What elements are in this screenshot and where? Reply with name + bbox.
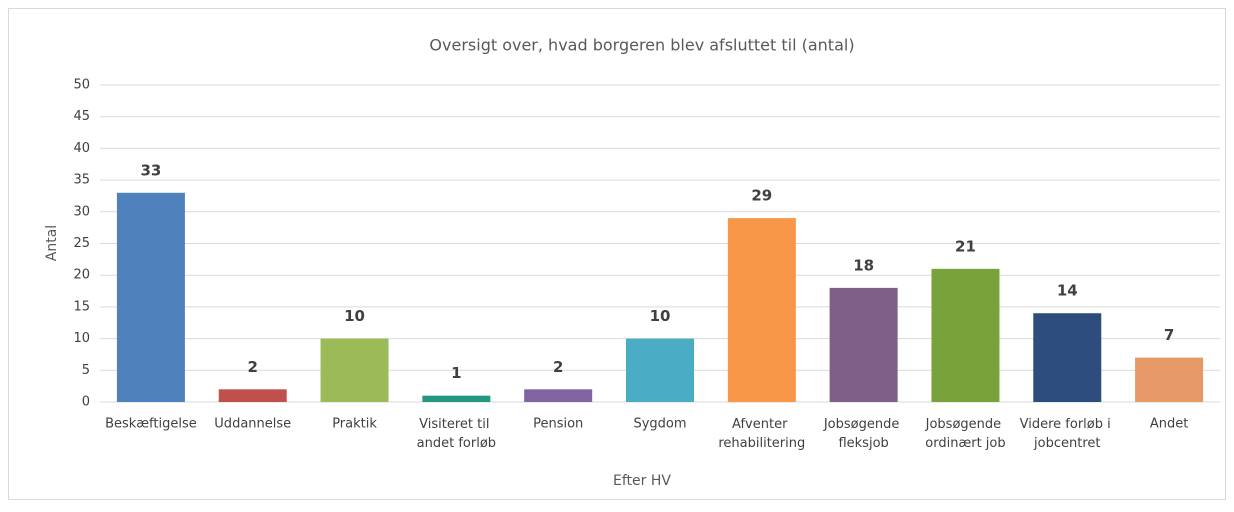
x-tick-label: Uddannelse: [214, 417, 291, 432]
y-tick-label: 0: [82, 395, 90, 410]
data-label: 29: [751, 187, 772, 205]
x-tick-label: Videre forløb i jobcentret: [1020, 417, 1115, 451]
bar: [1135, 357, 1204, 402]
x-axis-title: Efter HV: [613, 473, 671, 489]
bar: [626, 338, 694, 402]
data-label: 21: [955, 237, 976, 255]
y-tick-label: 45: [73, 109, 90, 124]
y-tick-label: 25: [73, 236, 90, 251]
data-label: 10: [650, 307, 671, 325]
data-label: 1: [451, 364, 461, 382]
y-tick-label: 30: [73, 204, 90, 219]
bar: [1033, 313, 1102, 402]
x-tick-label: Visiteret til andet forløb: [417, 417, 496, 451]
y-tick-label: 5: [82, 363, 90, 378]
x-tick-label: Pension: [533, 417, 583, 432]
bar: [931, 268, 1000, 402]
y-tick-label: 40: [73, 141, 90, 156]
data-label: 7: [1164, 326, 1174, 344]
y-axis-title: Antal: [44, 225, 60, 261]
x-tick-label: Afventer rehabilitering: [718, 417, 805, 451]
chart-frame: [8, 8, 1226, 500]
bar: [218, 389, 287, 402]
y-tick-label: 35: [73, 173, 90, 188]
bar: [727, 218, 796, 402]
y-tick-label: 10: [73, 331, 90, 346]
bar: [829, 287, 898, 402]
data-label: 2: [248, 358, 258, 376]
bar: [116, 192, 185, 402]
bar: [320, 338, 389, 402]
data-label: 33: [140, 161, 161, 179]
bar: [422, 395, 491, 402]
y-tick-label: 15: [73, 299, 90, 314]
chart-title: Oversigt over, hvad borgeren blev afslut…: [429, 36, 854, 55]
x-tick-label: Sygdom: [633, 417, 686, 432]
x-tick-label: Praktik: [332, 417, 377, 432]
data-label: 14: [1057, 282, 1078, 300]
x-tick-label: Jobsøgende ordinært job: [925, 417, 1006, 451]
y-tick-label: 50: [73, 78, 90, 93]
data-label: 18: [853, 256, 874, 274]
x-tick-label: Andet: [1150, 417, 1188, 432]
y-tick-label: 20: [73, 268, 90, 283]
x-tick-label: Jobsøgende fleksjob: [823, 417, 904, 451]
x-tick-label: Beskæftigelse: [105, 417, 197, 432]
data-label: 10: [344, 307, 365, 325]
bar: [524, 389, 593, 402]
data-label: 2: [553, 358, 563, 376]
